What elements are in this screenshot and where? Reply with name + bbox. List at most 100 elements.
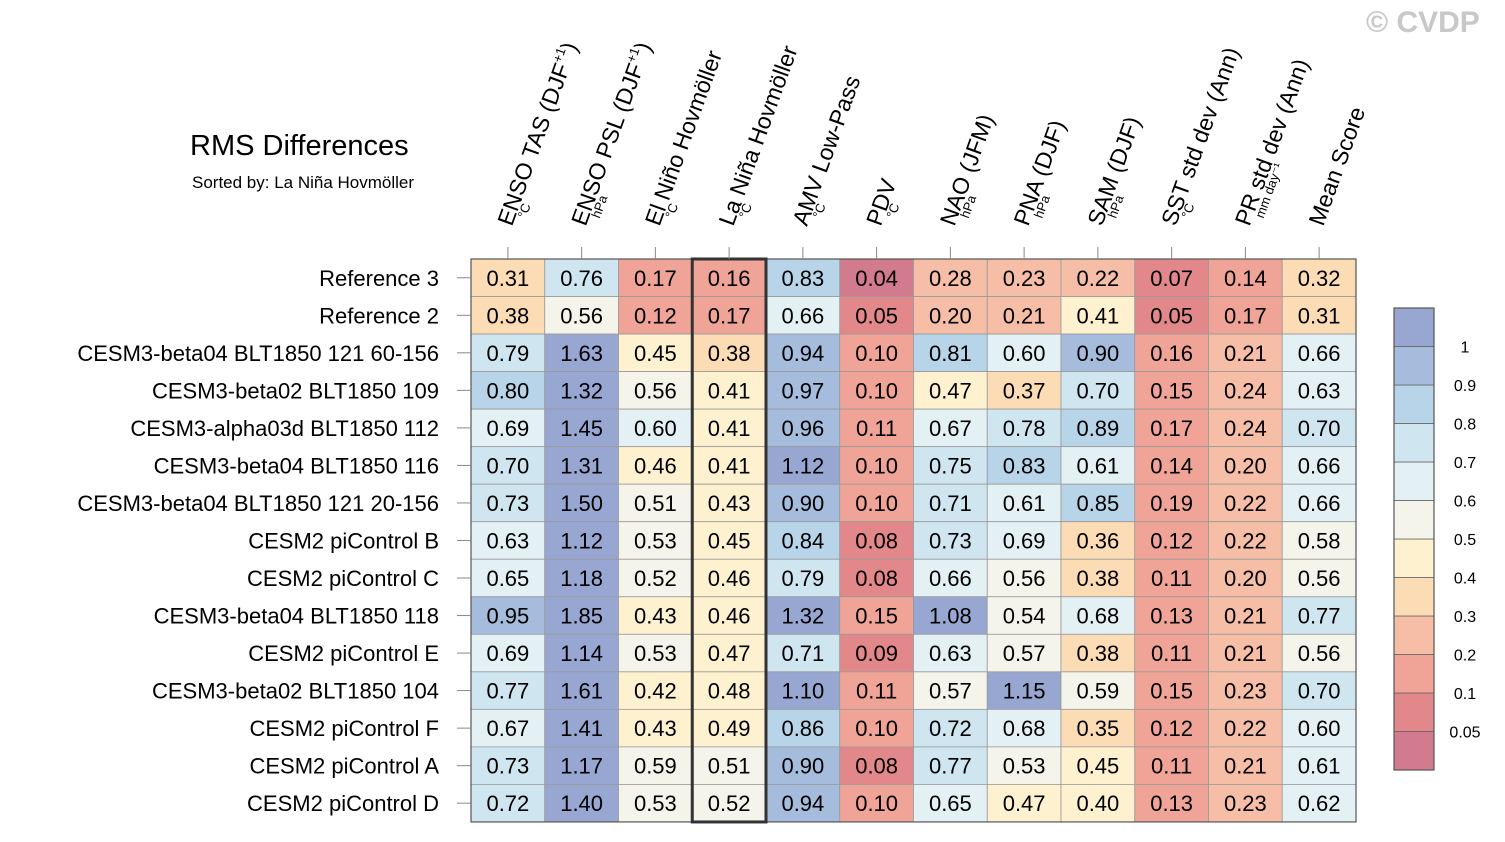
heatmap-cell: [1208, 558, 1283, 598]
row-label: Reference 3: [319, 266, 439, 291]
heatmap-cell: [691, 521, 767, 560]
heatmap-cell: [913, 483, 988, 523]
cell-value-label: 0.70: [1076, 378, 1119, 403]
heatmap-cell: [544, 296, 619, 335]
row-label: CESM3-beta04 BLT1850 121 60-156: [77, 341, 439, 366]
colorbar-tick-label: 0.1: [1454, 686, 1476, 703]
cell-value-label: 0.15: [855, 604, 898, 629]
cell-value-label: 0.60: [1298, 716, 1341, 741]
cell-value-label: 0.12: [1150, 716, 1193, 741]
cell-value-label: 0.56: [1298, 566, 1341, 591]
watermark-label: © CVDP: [1366, 6, 1480, 39]
heatmap-cell: [691, 558, 767, 598]
cell-value-label: 0.86: [781, 716, 824, 741]
row-label: CESM3-alpha03d BLT1850 112: [130, 416, 439, 441]
heatmap-cell: [618, 483, 693, 523]
cell-value-label: 1.32: [781, 604, 824, 629]
heatmap-cell: [1281, 483, 1357, 523]
cell-value-label: 0.69: [486, 416, 529, 441]
cell-value-label: 0.53: [634, 641, 677, 666]
heatmap-cell: [1134, 633, 1209, 673]
colorbar-frame: [1393, 307, 1435, 771]
cell-value-label: 0.23: [1003, 266, 1046, 291]
heatmap-cell: [765, 483, 841, 523]
cell-value-label: 0.61: [1298, 754, 1341, 779]
heatmap-cell: [913, 596, 988, 635]
cell-value-label: 0.24: [1224, 416, 1267, 441]
cell-value-label: 0.28: [929, 266, 972, 291]
cell-value-label: 0.17: [708, 303, 751, 328]
cell-value-label: 0.21: [1003, 303, 1046, 328]
cell-value-label: 0.31: [486, 266, 529, 291]
heatmap-cells: 0.31 0.76 0.17 0.16 0.83 0.04 0.28 0.23 0.22 0.07…: [470, 257, 1357, 824]
colorbar-swatch: [1393, 461, 1435, 501]
heatmap-cell: [470, 258, 546, 297]
cell-value-label: 1.12: [560, 528, 603, 553]
cell-value-label: 0.59: [634, 754, 677, 779]
heatmap-cell: [618, 633, 693, 673]
cell-value-label: 0.90: [781, 754, 824, 779]
heatmap-cell: [1060, 558, 1136, 598]
cell-value-label: 0.69: [486, 641, 529, 666]
cell-value-label: 0.45: [634, 341, 677, 366]
heatmap-cell: [986, 746, 1062, 785]
cell-value-label: 0.75: [929, 453, 972, 478]
cell-value-label: 0.73: [486, 754, 529, 779]
heatmap-cell: [913, 408, 988, 448]
heatmap-cell: [470, 446, 546, 485]
heatmap-cell: [986, 558, 1062, 598]
heatmap-cell: [913, 708, 988, 748]
heatmap-cell: [1281, 333, 1357, 372]
cell-value-label: 0.68: [1003, 716, 1046, 741]
cell-value-label: 0.45: [708, 528, 751, 553]
cell-value-label: 0.20: [1224, 453, 1267, 478]
heatmap-cell: [839, 408, 914, 448]
cell-value-label: 0.11: [856, 416, 897, 441]
cell-value-label: 0.10: [855, 378, 898, 403]
cell-value-label: 1.50: [560, 491, 603, 516]
heatmap-cell: [913, 558, 988, 598]
colorbar-swatch: [1393, 538, 1435, 578]
cell-value-label: 0.15: [1150, 378, 1193, 403]
heatmap-cell: [1208, 746, 1283, 785]
cell-value-label: 0.80: [486, 378, 529, 403]
cell-value-label: 0.62: [1298, 791, 1341, 816]
cell-value-label: 1.12: [781, 453, 824, 478]
cell-value-label: 0.45: [1076, 754, 1119, 779]
cell-value-label: 0.04: [855, 266, 898, 291]
cell-value-label: 0.12: [634, 303, 677, 328]
heatmap-cell: [1281, 558, 1357, 598]
cell-value-label: 0.56: [1298, 641, 1341, 666]
heatmap-cell: [544, 558, 619, 598]
heatmap-cell: [544, 258, 619, 297]
heatmap-cell: [1060, 371, 1136, 410]
heatmap-cell: [691, 633, 767, 673]
cell-value-label: 0.35: [1076, 716, 1119, 741]
colorbar-tick-label: 1: [1461, 340, 1470, 357]
cell-value-label: 0.67: [486, 716, 529, 741]
cell-value-label: 0.20: [929, 303, 972, 328]
colorbar-swatch: [1393, 346, 1435, 386]
colorbar-tick-label: 0.7: [1454, 455, 1476, 472]
cell-value-label: 0.40: [1076, 791, 1119, 816]
column-header-label: SST std dev (Ann): [1156, 44, 1245, 229]
cell-value-label: 0.79: [781, 566, 824, 591]
heatmap-cell: [544, 483, 619, 523]
cell-value-label: 1.08: [929, 604, 972, 629]
heatmap-cell: [470, 521, 546, 560]
heatmap-cell: [1060, 446, 1136, 485]
cell-value-label: 0.61: [1003, 491, 1046, 516]
cell-value-label: 0.72: [929, 716, 972, 741]
colorbar-swatch: [1393, 577, 1435, 617]
cell-value-label: 0.21: [1224, 754, 1267, 779]
heatmap-cell: [986, 258, 1062, 297]
heatmap-cell: [765, 708, 841, 748]
cell-value-label: 0.05: [1150, 303, 1193, 328]
heatmap-cell: [986, 708, 1062, 748]
heatmap-cell: [470, 558, 546, 598]
cell-value-label: 0.10: [855, 341, 898, 366]
cell-value-label: 0.65: [929, 791, 972, 816]
column-unit-label: °C: [1178, 201, 1197, 220]
colorbar-swatch: [1393, 307, 1435, 347]
